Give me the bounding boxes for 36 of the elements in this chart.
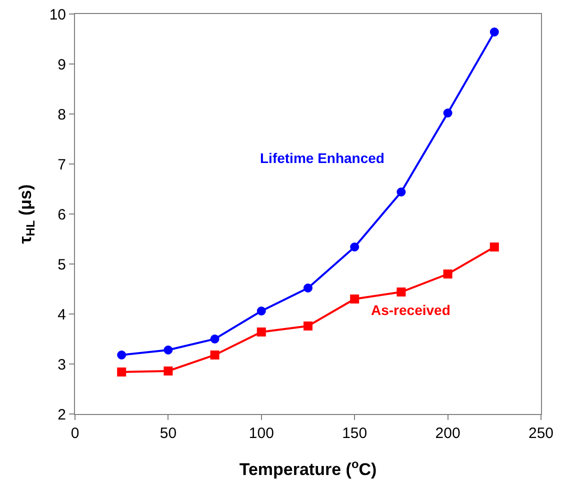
x-tick-label: 250: [528, 425, 554, 442]
point: [117, 350, 126, 360]
point: [304, 284, 312, 292]
point: [304, 322, 312, 330]
y-tick-label: 5: [58, 256, 66, 274]
point: [490, 28, 499, 36]
point: [164, 346, 173, 354]
point: [443, 270, 452, 278]
y-tick-label: 2: [58, 406, 66, 424]
y-tick-label: 8: [58, 106, 66, 124]
y-tick-label: 9: [58, 56, 66, 74]
y-tick-label: 4: [58, 306, 66, 324]
y-tick-label: 6: [58, 206, 66, 224]
point: [210, 350, 220, 360]
point: [350, 294, 360, 304]
y-tick-label: 3: [58, 356, 66, 374]
point: [396, 188, 406, 196]
point: [490, 242, 499, 252]
annotation: As-received: [371, 302, 450, 318]
point: [256, 328, 266, 336]
point: [256, 306, 266, 316]
x-tick-label: 150: [342, 425, 368, 442]
x-axis-title: Temperature ($^{o}$C): [239, 456, 377, 479]
x-tick-label: 50: [160, 425, 177, 442]
point: [396, 288, 406, 296]
point: [117, 368, 126, 376]
y-tick-label: 7: [58, 156, 66, 174]
x-tick-label: 200: [435, 425, 460, 442]
x-tick-label: 0: [70, 425, 80, 442]
point: [210, 334, 220, 344]
point: [164, 366, 173, 376]
point: [443, 108, 452, 118]
point: [350, 242, 360, 252]
annotation: Lifetime Enhanced: [260, 150, 384, 166]
y-tick-label: 10: [49, 6, 66, 24]
x-tick-label: 100: [248, 425, 274, 442]
